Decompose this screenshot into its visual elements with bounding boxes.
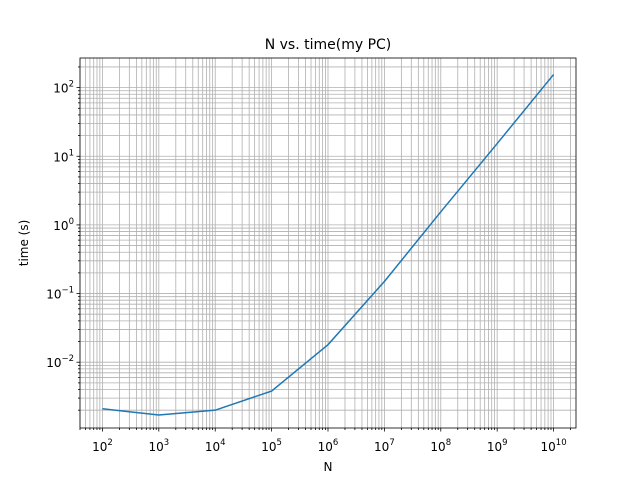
x-tick-label: 106 xyxy=(318,438,339,454)
x-tick-label: 109 xyxy=(487,438,508,454)
grid-lines xyxy=(79,58,576,428)
y-tick-label: 10−1 xyxy=(46,286,74,302)
y-tick-label: 101 xyxy=(53,148,74,164)
y-axis-label: time (s) xyxy=(17,220,31,267)
x-tick-labels: 102 103 104 105 106 107 108 109 1010 xyxy=(92,438,567,454)
y-tick-label: 100 xyxy=(53,217,74,233)
x-tick-label: 107 xyxy=(374,438,395,454)
chart-title: N vs. time(my PC) xyxy=(265,37,392,53)
x-tick-label: 104 xyxy=(205,438,226,454)
y-tick-label: 102 xyxy=(53,80,74,96)
y-tick-label: 10−2 xyxy=(46,354,74,370)
x-tick-label: 102 xyxy=(92,438,113,454)
series-line xyxy=(102,74,555,416)
x-tick-label: 108 xyxy=(430,438,451,454)
tick-marks xyxy=(76,66,571,432)
x-tick-label: 103 xyxy=(148,438,169,454)
x-tick-label: 105 xyxy=(261,438,282,454)
x-axis-label: N xyxy=(324,460,333,474)
x-tick-label: 1010 xyxy=(541,438,567,454)
y-tick-labels: 10−2 10−1 100 101 102 xyxy=(46,80,74,371)
